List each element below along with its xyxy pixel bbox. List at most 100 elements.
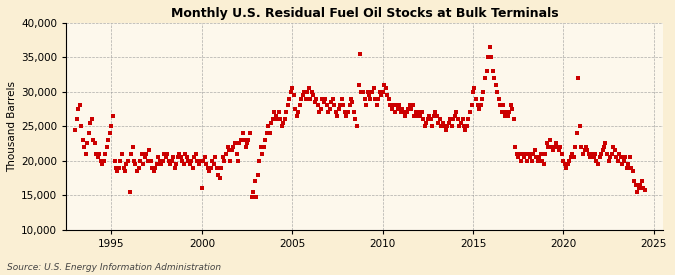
- Point: [92, 155, 103, 160]
- Point: [523, 152, 534, 156]
- Point: [204, 169, 215, 173]
- Point: [319, 100, 329, 104]
- Point: [215, 176, 225, 180]
- Point: [450, 114, 460, 118]
- Point: [182, 155, 192, 160]
- Point: [260, 138, 271, 142]
- Point: [595, 152, 606, 156]
- Point: [230, 141, 240, 145]
- Point: [304, 86, 315, 90]
- Point: [457, 117, 468, 122]
- Point: [211, 165, 222, 170]
- Point: [201, 162, 212, 166]
- Point: [603, 158, 614, 163]
- Point: [222, 145, 233, 149]
- Point: [195, 158, 206, 163]
- Point: [611, 155, 622, 160]
- Point: [264, 131, 275, 135]
- Point: [300, 96, 311, 101]
- Point: [409, 114, 420, 118]
- Point: [99, 158, 109, 163]
- Point: [639, 188, 650, 192]
- Point: [617, 162, 628, 166]
- Point: [78, 138, 88, 142]
- Point: [490, 82, 501, 87]
- Point: [323, 110, 333, 114]
- Point: [231, 152, 242, 156]
- Point: [118, 165, 129, 170]
- Point: [356, 89, 367, 94]
- Point: [353, 82, 364, 87]
- Point: [134, 158, 145, 163]
- Point: [622, 162, 633, 166]
- Point: [495, 103, 506, 108]
- Title: Monthly U.S. Residual Fuel Oil Stocks at Bulk Terminals: Monthly U.S. Residual Fuel Oil Stocks at…: [171, 7, 558, 20]
- Point: [145, 158, 156, 163]
- Point: [491, 89, 502, 94]
- Point: [352, 124, 362, 128]
- Point: [629, 179, 640, 184]
- Point: [344, 103, 355, 108]
- Point: [431, 114, 442, 118]
- Point: [448, 117, 459, 122]
- Point: [562, 162, 573, 166]
- Point: [293, 110, 304, 114]
- Point: [637, 179, 647, 184]
- Point: [76, 124, 86, 128]
- Point: [545, 138, 556, 142]
- Point: [510, 145, 520, 149]
- Point: [186, 158, 196, 163]
- Point: [314, 110, 325, 114]
- Point: [470, 96, 481, 101]
- Point: [416, 110, 427, 114]
- Point: [117, 152, 128, 156]
- Point: [546, 145, 557, 149]
- Point: [89, 141, 100, 145]
- Point: [505, 103, 516, 108]
- Point: [632, 189, 643, 194]
- Point: [380, 86, 391, 90]
- Point: [176, 155, 186, 160]
- Point: [365, 96, 376, 101]
- Point: [376, 93, 387, 97]
- Point: [478, 89, 489, 94]
- Point: [612, 158, 623, 163]
- Point: [84, 131, 95, 135]
- Point: [165, 162, 176, 166]
- Point: [391, 103, 402, 108]
- Point: [573, 76, 584, 80]
- Point: [423, 117, 433, 122]
- Point: [321, 103, 332, 108]
- Point: [254, 158, 265, 163]
- Point: [436, 124, 447, 128]
- Point: [368, 86, 379, 90]
- Point: [412, 114, 423, 118]
- Point: [463, 117, 474, 122]
- Point: [290, 107, 300, 111]
- Point: [516, 158, 526, 163]
- Point: [86, 117, 97, 122]
- Text: Source: U.S. Energy Information Administration: Source: U.S. Energy Information Administ…: [7, 263, 221, 272]
- Point: [585, 155, 596, 160]
- Point: [146, 165, 157, 170]
- Point: [94, 152, 105, 156]
- Point: [627, 169, 638, 173]
- Point: [367, 89, 377, 94]
- Point: [454, 124, 465, 128]
- Point: [332, 114, 343, 118]
- Point: [621, 165, 632, 170]
- Point: [605, 155, 616, 160]
- Point: [456, 120, 466, 125]
- Point: [576, 145, 587, 149]
- Point: [189, 155, 200, 160]
- Point: [383, 96, 394, 101]
- Point: [370, 96, 381, 101]
- Point: [347, 100, 358, 104]
- Point: [373, 96, 383, 101]
- Point: [178, 162, 189, 166]
- Point: [561, 165, 572, 170]
- Point: [299, 89, 310, 94]
- Point: [413, 110, 424, 114]
- Point: [512, 152, 522, 156]
- Point: [248, 189, 259, 194]
